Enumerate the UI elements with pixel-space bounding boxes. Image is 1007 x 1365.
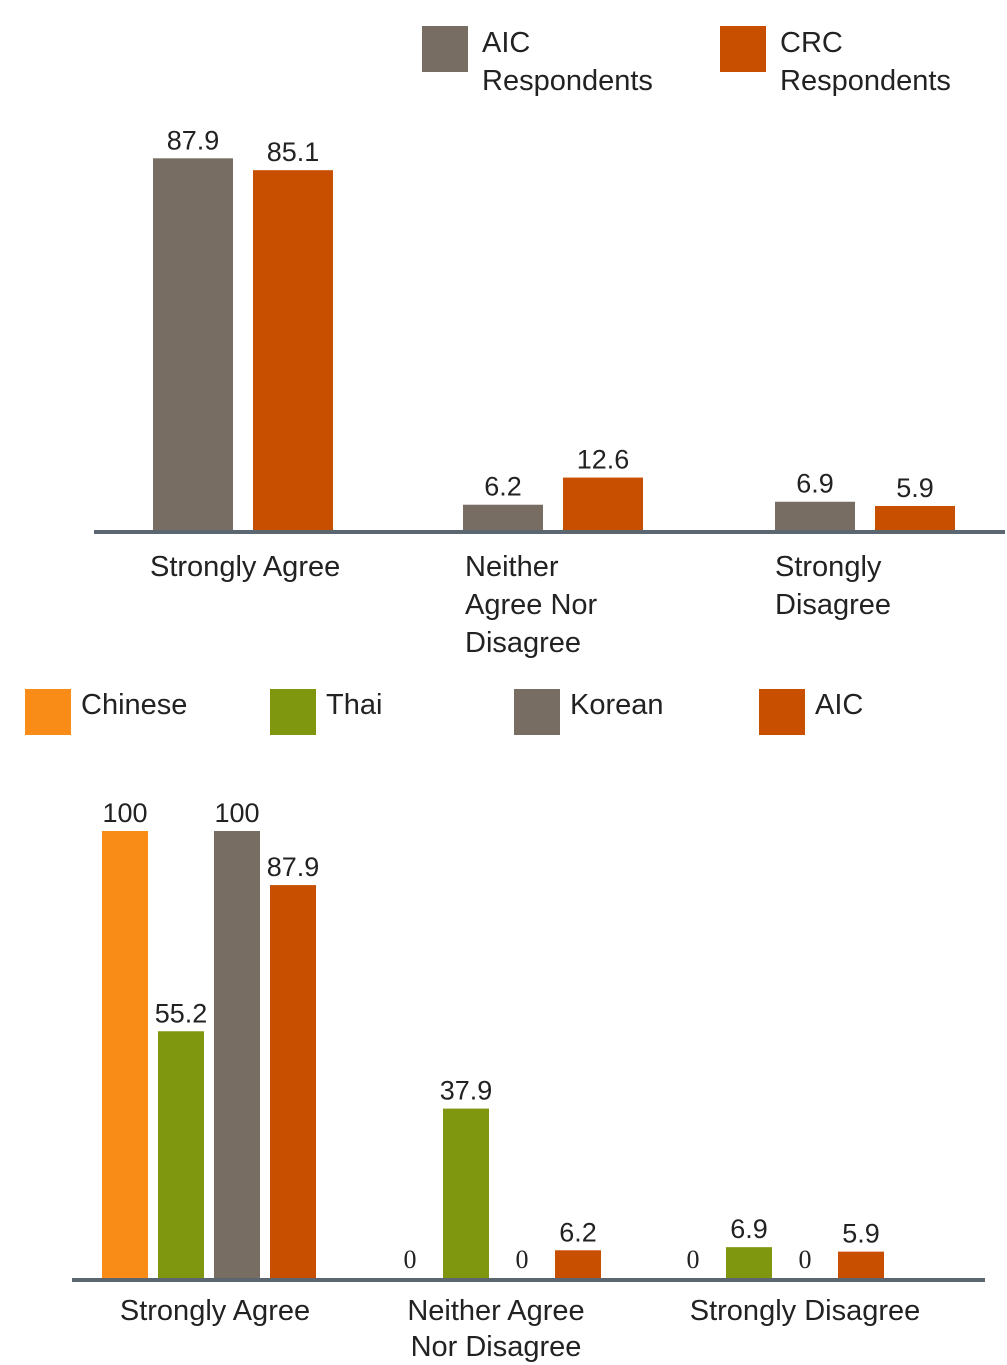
bar — [270, 885, 316, 1278]
category-label: Strongly Agree — [120, 1295, 310, 1327]
category-label: Strongly Agree — [150, 551, 340, 583]
bar — [563, 477, 643, 531]
legend-label: AIC — [815, 689, 863, 721]
data-label: 100 — [102, 798, 147, 828]
bar — [838, 1251, 884, 1278]
legend-label: Korean — [570, 689, 664, 721]
legend-swatch — [25, 689, 71, 735]
bar — [153, 158, 233, 531]
category-label: Strongly Disagree — [690, 1295, 921, 1327]
bar — [253, 170, 333, 531]
bar — [463, 504, 543, 531]
data-label: 5.9 — [896, 473, 934, 503]
data-label: 0 — [799, 1245, 812, 1274]
data-label: 85.1 — [267, 137, 320, 167]
legend-swatch — [270, 689, 316, 735]
data-label: 5.9 — [842, 1219, 880, 1249]
chart-respondents: 87.9 6.2 6.9 85.1 12.6 5.9 Strongly Agree Neith… — [94, 26, 1005, 659]
bar — [875, 505, 955, 531]
legend-label: AIC Respondents — [482, 27, 653, 97]
data-label: 0 — [404, 1245, 417, 1274]
legend-label: CRC Respondents — [780, 27, 951, 97]
data-label: 12.6 — [577, 445, 630, 475]
bar — [726, 1247, 772, 1278]
data-label: 87.9 — [267, 852, 320, 882]
legend-label: Chinese — [81, 689, 187, 721]
bar — [158, 1031, 204, 1278]
bar — [443, 1108, 489, 1278]
bar — [555, 1250, 601, 1278]
category-label: Neither Agree Nor Disagree — [465, 551, 598, 659]
category-label: Neither Agree Nor Disagree — [407, 1295, 584, 1363]
bar — [214, 831, 260, 1278]
legend-label: Thai — [326, 689, 382, 721]
data-label: 55.2 — [155, 998, 208, 1028]
data-label: 87.9 — [167, 125, 220, 155]
data-label: 6.2 — [559, 1217, 597, 1247]
data-label: 6.9 — [730, 1214, 768, 1244]
legend-swatch — [720, 26, 766, 72]
data-label: 0 — [687, 1245, 700, 1274]
data-label: 6.2 — [484, 472, 522, 502]
category-label: Strongly Disagree — [775, 551, 891, 621]
data-label: 37.9 — [440, 1076, 493, 1106]
legend-swatch — [759, 689, 805, 735]
data-label: 6.9 — [796, 469, 834, 499]
legend-swatch — [422, 26, 468, 72]
bar — [102, 831, 148, 1278]
data-label: 0 — [516, 1245, 529, 1274]
legend-swatch — [514, 689, 560, 735]
bar — [775, 501, 855, 531]
data-label: 100 — [214, 798, 259, 828]
